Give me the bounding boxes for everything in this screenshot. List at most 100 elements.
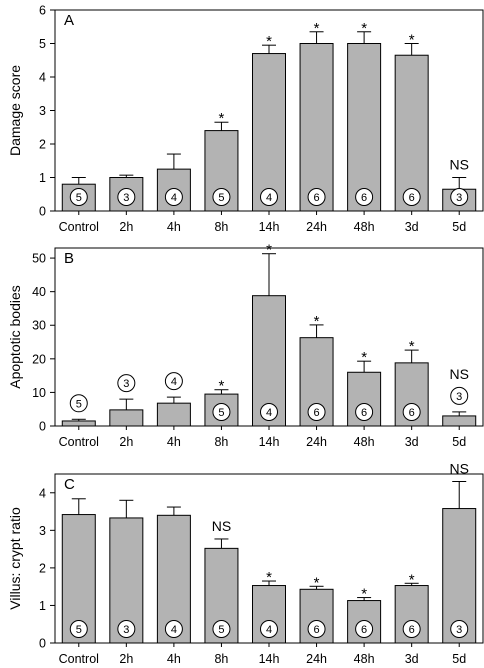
- n-circle: [307, 403, 326, 421]
- not-significant-label: NS: [449, 157, 468, 173]
- x-tick-label: 8h: [214, 652, 228, 666]
- x-tick-label: 24h: [306, 652, 327, 666]
- bar-4h: [156, 402, 191, 427]
- y-axis-title: Villus: crypt ratio: [7, 507, 23, 610]
- panel-a: A 0 1 2 3 4 5 6 Damage score 5 Control 3 2h 4 4h 5 * 8h 4 *…: [7, 4, 484, 234]
- n-circle: [69, 394, 88, 413]
- y-tick-label: 0: [39, 637, 46, 651]
- n-value: 4: [266, 407, 272, 419]
- x-tick-label: 8h: [214, 220, 228, 234]
- n-circle: [355, 620, 374, 638]
- x-tick-label: 14h: [259, 220, 280, 234]
- significance-star: *: [409, 32, 415, 49]
- n-circle: [117, 620, 136, 638]
- n-circle: [260, 620, 278, 638]
- significance-star: *: [361, 586, 367, 603]
- not-significant-label: NS: [449, 366, 468, 382]
- n-value: 4: [171, 376, 177, 388]
- bar-control: [61, 183, 96, 212]
- n-circle: [402, 188, 421, 206]
- n-value: 4: [266, 192, 272, 204]
- x-tick-label: 48h: [354, 435, 375, 449]
- panel-c: C 0 1 2 3 4 Villus: crypt ratio 5 Control 3 2h 4 4h 5…: [7, 461, 484, 668]
- n-value: 4: [171, 624, 177, 636]
- y-tick-label: 2: [39, 561, 46, 575]
- significance-star: *: [409, 571, 415, 588]
- n-value: 5: [76, 398, 82, 410]
- n-value: 6: [313, 192, 319, 204]
- n-value: 5: [76, 192, 82, 204]
- n-circle: [117, 374, 136, 393]
- n-circle: [450, 188, 469, 206]
- significance-star: *: [361, 349, 367, 366]
- x-tick-label: Control: [59, 652, 99, 666]
- y-tick-label: 10: [32, 386, 46, 400]
- n-circle: [260, 403, 278, 421]
- bar-14h: [252, 53, 286, 212]
- n-value: 3: [123, 624, 129, 636]
- n-circle: [117, 188, 136, 206]
- y-tick-label: 1: [39, 599, 46, 613]
- n-value: 3: [456, 192, 462, 204]
- y-tick-label: 3: [39, 104, 46, 118]
- n-circle: [164, 372, 183, 391]
- n-value: 6: [313, 407, 319, 419]
- n-circle: [164, 620, 183, 638]
- y-tick-label: 20: [32, 352, 46, 366]
- significance-star: *: [219, 110, 225, 127]
- n-circle: [212, 620, 231, 638]
- n-value: 6: [409, 192, 415, 204]
- n-value: 4: [266, 624, 272, 636]
- y-tick-label: 3: [39, 524, 46, 538]
- x-tick-label: 5d: [452, 435, 466, 449]
- y-axis-title: Apoptotic bodies: [7, 285, 23, 389]
- y-tick-label: 4: [39, 71, 46, 85]
- y-axis-title: Damage score: [7, 65, 23, 156]
- x-tick-label: 14h: [259, 652, 280, 666]
- y-tick-label: 1: [39, 171, 46, 185]
- x-tick-label: 14h: [259, 435, 280, 449]
- n-circle: [355, 188, 374, 206]
- n-circle: [450, 620, 469, 638]
- panel-b: B 0 10 20 30 40 50 Apoptotic bodies 5 Control 3 2h 4…: [7, 242, 484, 449]
- n-value: 6: [361, 192, 367, 204]
- y-tick-label: 30: [32, 319, 46, 333]
- n-value: 3: [456, 391, 462, 403]
- significance-star: *: [219, 378, 225, 395]
- x-tick-label: Control: [59, 220, 99, 234]
- n-circle: [402, 403, 421, 421]
- y-tick-label: 0: [39, 420, 46, 434]
- x-tick-label: 8h: [214, 435, 228, 449]
- not-significant-label: NS: [212, 518, 231, 534]
- x-tick-label: 3d: [405, 435, 419, 449]
- n-circle: [69, 188, 88, 206]
- n-value: 4: [171, 192, 177, 204]
- n-value: 3: [123, 378, 129, 390]
- bar-2h: [109, 517, 144, 644]
- significance-star: *: [409, 338, 415, 355]
- x-tick-label: 5d: [452, 652, 466, 666]
- significance-star: *: [361, 20, 367, 37]
- n-value: 6: [409, 624, 415, 636]
- bar-2h: [109, 409, 144, 427]
- x-tick-label: 4h: [167, 220, 181, 234]
- significance-star: *: [314, 574, 320, 591]
- x-tick-label: 2h: [119, 220, 133, 234]
- y-tick-label: 5: [39, 37, 46, 51]
- panel-label: B: [64, 250, 74, 267]
- y-tick-label: 40: [32, 285, 46, 299]
- bar-control: [61, 420, 96, 427]
- n-value: 3: [456, 624, 462, 636]
- n-value: 6: [361, 624, 367, 636]
- n-value: 5: [76, 624, 82, 636]
- x-tick-label: 2h: [119, 435, 133, 449]
- n-circle: [402, 620, 421, 638]
- panel-label: C: [64, 476, 75, 493]
- n-circle: [212, 188, 231, 206]
- bar-3d: [394, 54, 429, 212]
- n-value: 5: [218, 192, 224, 204]
- y-tick-label: 6: [39, 4, 46, 18]
- x-tick-label: Control: [59, 435, 99, 449]
- y-tick-label: 2: [39, 138, 46, 152]
- n-circle: [307, 620, 326, 638]
